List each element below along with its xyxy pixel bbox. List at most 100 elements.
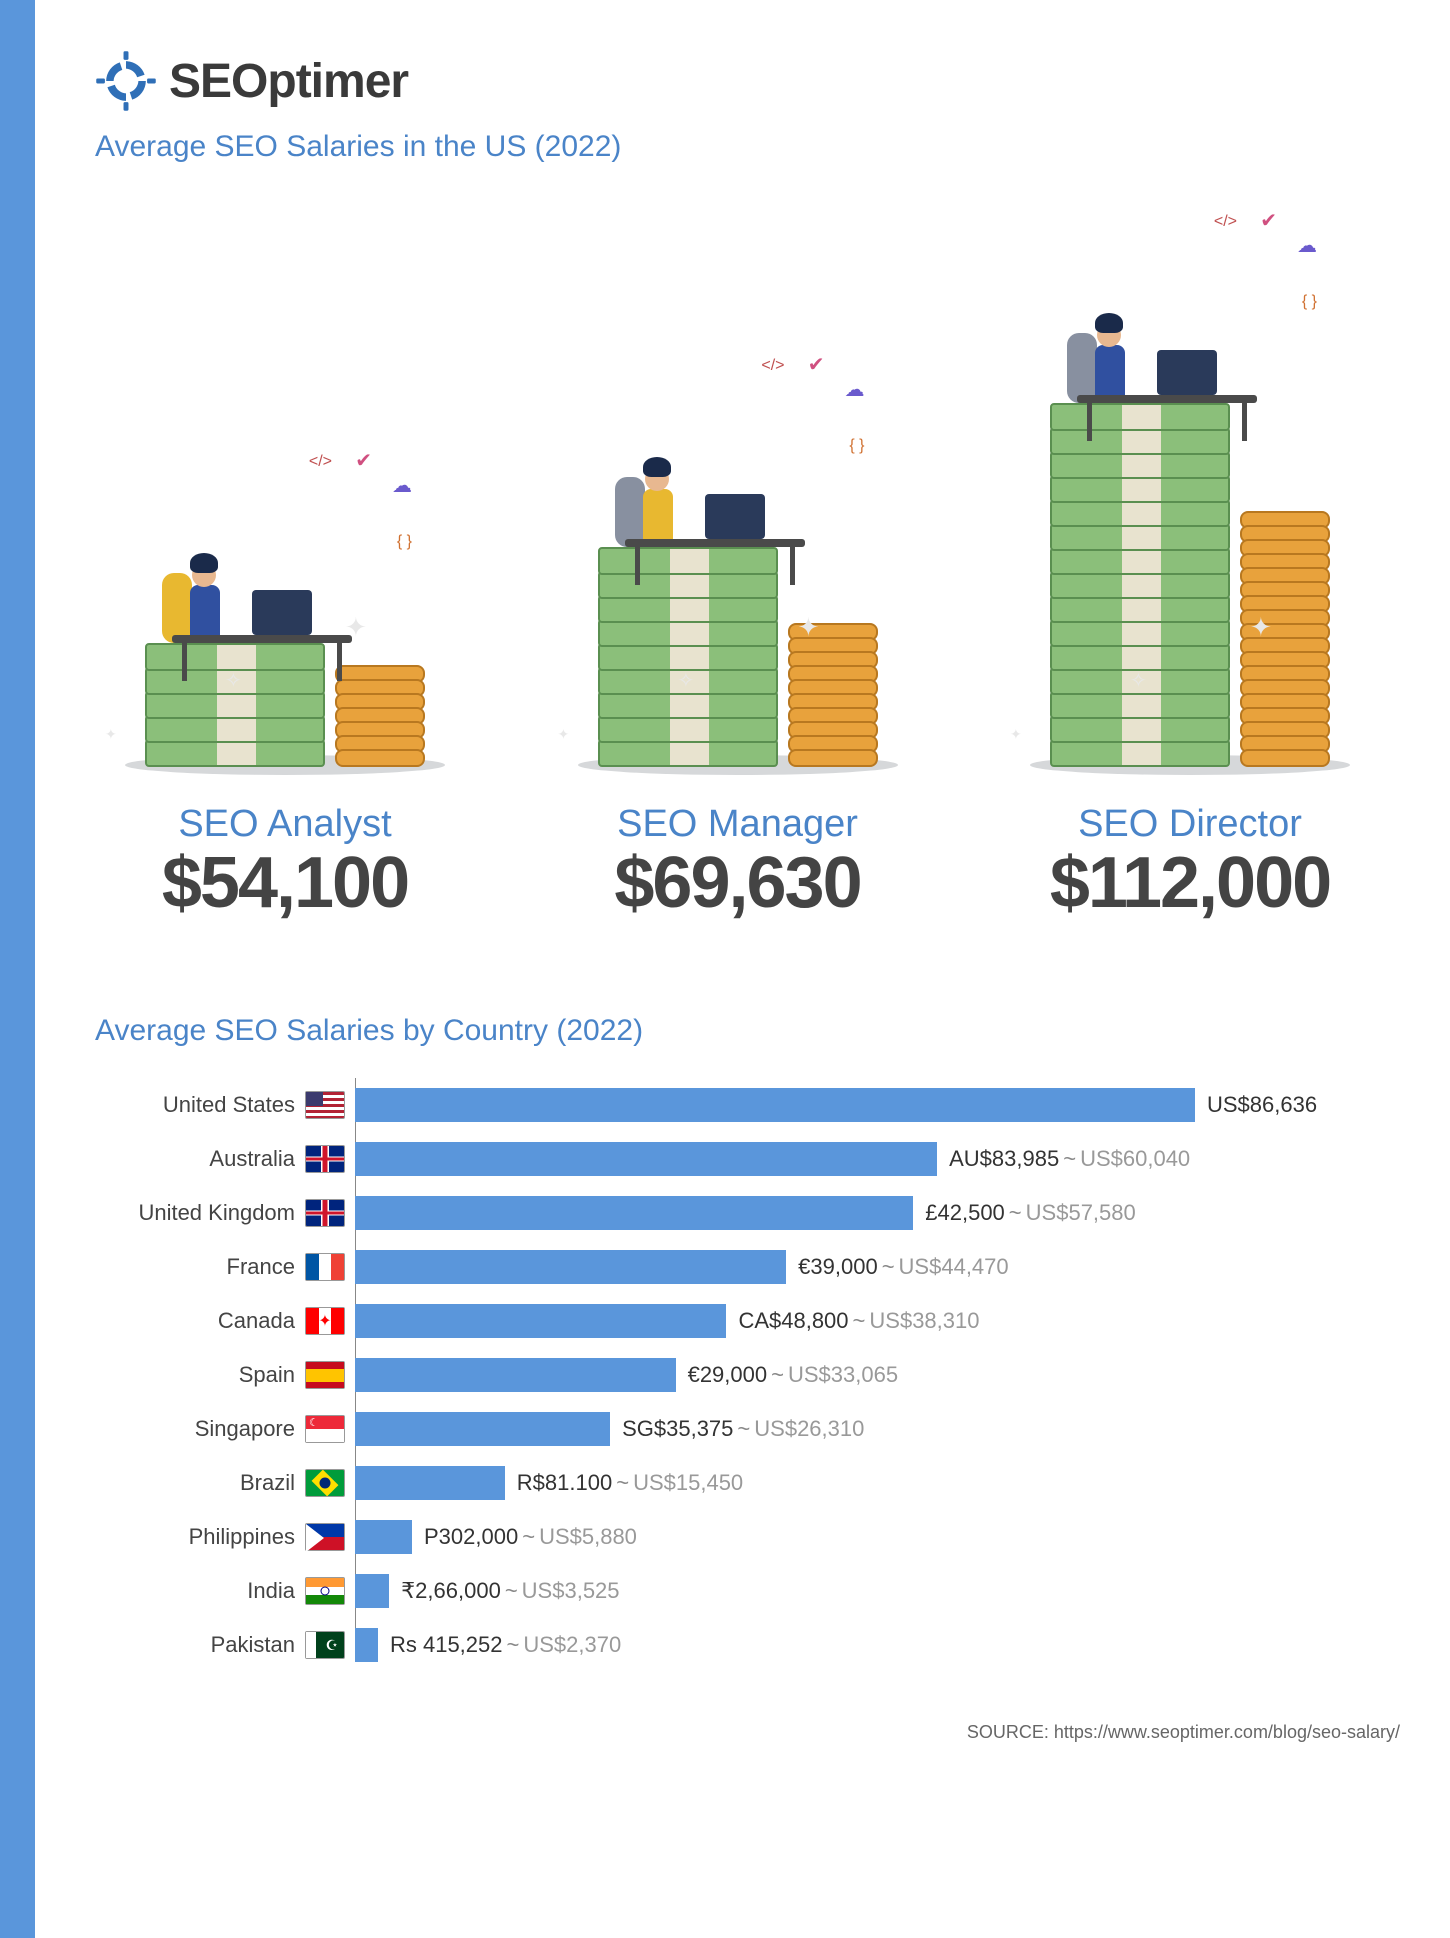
role-column: ☁ </> ✔ { } ✦✧✦SEO Manager$69,630 — [548, 547, 928, 924]
chair-icon — [162, 573, 192, 643]
country-row: BrazilR$81.100~US$15,450 — [355, 1456, 1380, 1510]
desk-leg — [1087, 403, 1092, 441]
cash-bill — [1050, 643, 1230, 671]
usd-salary: US$26,310 — [754, 1416, 864, 1441]
salary-bar — [355, 1358, 676, 1392]
cloud-icon: ☁ — [1297, 233, 1317, 258]
local-salary: ₹2,66,000 — [401, 1578, 501, 1603]
usd-salary: US$2,370 — [523, 1632, 621, 1657]
cash-bill — [1050, 427, 1230, 455]
flag-icon — [305, 1145, 345, 1173]
local-salary: R$81.100 — [517, 1470, 612, 1495]
sparkle-icon: ✦ — [105, 726, 117, 743]
cash-bill — [1050, 499, 1230, 527]
cash-bill — [145, 715, 325, 743]
usd-salary: US$38,310 — [869, 1308, 979, 1333]
chair-icon — [1067, 333, 1097, 403]
desk-leg — [1242, 403, 1247, 441]
country-name: Australia — [95, 1146, 295, 1172]
tilde-separator: ~ — [1063, 1146, 1076, 1171]
cash-bill — [598, 595, 778, 623]
check-icon: ✔ — [355, 448, 372, 473]
tilde-separator: ~ — [882, 1254, 895, 1279]
salary-bar — [355, 1088, 1195, 1122]
flag-icon — [305, 1361, 345, 1389]
role-column: ☁ </> ✔ { } ✦✧✦SEO Analyst$54,100 — [95, 643, 475, 924]
flag-icon: ☪ — [305, 1631, 345, 1659]
logo-gear-icon — [95, 50, 157, 112]
tilde-separator: ~ — [1009, 1200, 1022, 1225]
monitor-icon — [705, 494, 765, 539]
code-icon: </> — [761, 357, 784, 375]
usd-salary: US$3,525 — [522, 1578, 620, 1603]
section-title-us: Average SEO Salaries in the US (2022) — [95, 130, 1380, 164]
money-area: ☁ </> ✔ { } ✦✧✦ — [125, 643, 445, 763]
country-name: Brazil — [95, 1470, 295, 1496]
cash-bill — [1050, 667, 1230, 695]
worker-illustration: ☁ </> ✔ { } — [142, 463, 402, 643]
country-row: France€39,000~US$44,470 — [355, 1240, 1380, 1294]
country-name: France — [95, 1254, 295, 1280]
cash-bill — [1050, 475, 1230, 503]
braces-icon: { } — [849, 437, 864, 455]
flag-icon — [305, 1523, 345, 1551]
role-column: ☁ </> ✔ { } ✦✧✦SEO Director$112,000 — [1000, 403, 1380, 924]
section-title-countries: Average SEO Salaries by Country (2022) — [95, 1014, 1380, 1048]
country-row: India₹2,66,000~US$3,525 — [355, 1564, 1380, 1618]
check-icon: ✔ — [808, 352, 825, 377]
salary-bar — [355, 1196, 913, 1230]
brand-name: SEOptimer — [169, 54, 408, 109]
cash-stack — [145, 643, 325, 763]
coin — [335, 749, 425, 767]
local-salary: CA$48,800 — [738, 1308, 848, 1333]
braces-icon: { } — [1302, 293, 1317, 311]
main-content: SEOptimer Average SEO Salaries in the US… — [35, 0, 1450, 1763]
coin — [788, 749, 878, 767]
country-row: AustraliaAU$83,985~US$60,040 — [355, 1132, 1380, 1186]
worker-illustration: ☁ </> ✔ { } — [595, 367, 855, 547]
money-stack: ☁ </> ✔ { } ✦✧✦ — [1000, 403, 1380, 775]
local-salary: £42,500 — [925, 1200, 1005, 1225]
cash-bill — [598, 715, 778, 743]
local-salary: P302,000 — [424, 1524, 518, 1549]
bar-value-label: £42,500~US$57,580 — [925, 1200, 1135, 1226]
coin — [1240, 749, 1330, 767]
salary-bar — [355, 1520, 412, 1554]
person-hair — [1095, 313, 1123, 333]
salary-bar — [355, 1628, 378, 1662]
usd-salary: US$5,880 — [539, 1524, 637, 1549]
cash-bill — [598, 547, 778, 575]
country-row: Spain€29,000~US$33,065 — [355, 1348, 1380, 1402]
desk-icon — [1077, 395, 1257, 403]
usd-salary: US$33,065 — [788, 1362, 898, 1387]
cash-bill — [1050, 619, 1230, 647]
bar-value-label: €29,000~US$33,065 — [688, 1362, 898, 1388]
sparkle-icon: ✦ — [1010, 726, 1022, 743]
cash-bill — [1050, 571, 1230, 599]
desk-icon — [625, 539, 805, 547]
bar-value-label: AU$83,985~US$60,040 — [949, 1146, 1190, 1172]
bar-value-label: €39,000~US$44,470 — [798, 1254, 1008, 1280]
flag-icon — [305, 1577, 345, 1605]
monitor-icon — [1157, 350, 1217, 395]
person-body — [190, 585, 220, 635]
cash-bill — [145, 667, 325, 695]
cash-bill — [598, 619, 778, 647]
bar-value-label: R$81.100~US$15,450 — [517, 1470, 743, 1496]
country-row: United StatesUS$86,636 — [355, 1078, 1380, 1132]
cloud-icon: ☁ — [845, 377, 865, 402]
country-name: Philippines — [95, 1524, 295, 1550]
cloud-icon: ☁ — [392, 473, 412, 498]
country-name: India — [95, 1578, 295, 1604]
country-row: Pakistan☪Rs 415,252~US$2,370 — [355, 1618, 1380, 1672]
tilde-separator: ~ — [737, 1416, 750, 1441]
check-icon: ✔ — [1260, 208, 1277, 233]
chair-icon — [615, 477, 645, 547]
local-salary: SG$35,375 — [622, 1416, 733, 1441]
flag-icon — [305, 1469, 345, 1497]
tilde-separator: ~ — [505, 1578, 518, 1603]
usd-salary: US$60,040 — [1080, 1146, 1190, 1171]
sparkle-icon: ✦ — [558, 726, 570, 743]
bar-value-label: US$86,636 — [1207, 1092, 1317, 1118]
person-hair — [190, 553, 218, 573]
